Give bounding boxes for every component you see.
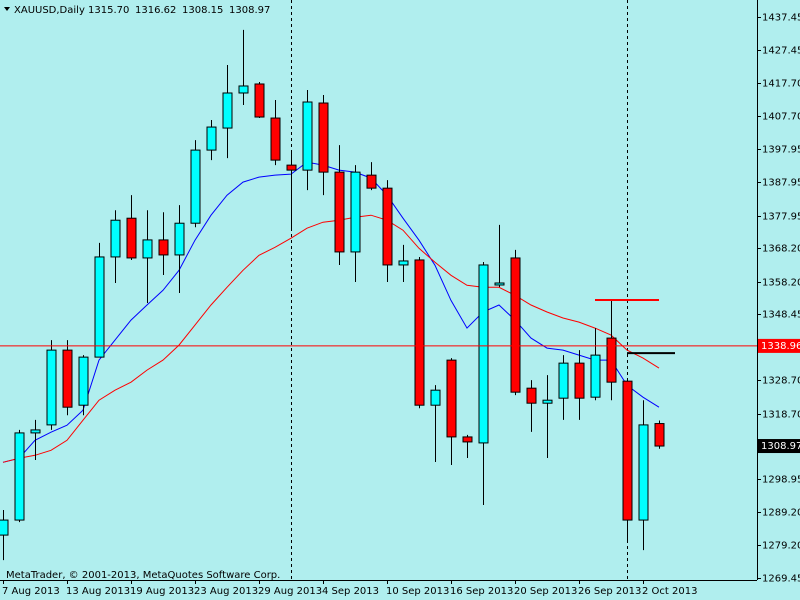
y-tick-label: 1437.45 bbox=[762, 13, 800, 24]
candle-body bbox=[494, 282, 505, 286]
y-tick-label: 1328.70 bbox=[762, 376, 800, 387]
candle-body bbox=[174, 222, 185, 256]
price-line-label-box bbox=[758, 338, 800, 353]
candle-body bbox=[302, 101, 313, 171]
x-tick-label: 2 Oct 2013 bbox=[642, 586, 697, 597]
y-tick-label: 1397.95 bbox=[762, 145, 800, 156]
candle-body bbox=[238, 85, 249, 94]
header-low: 1308.15 bbox=[182, 5, 223, 16]
candle-body bbox=[526, 387, 537, 404]
candle-body bbox=[286, 164, 297, 171]
moving-average bbox=[2, 214, 660, 463]
candle-body bbox=[62, 349, 73, 408]
candle-body bbox=[30, 429, 41, 434]
x-tick-label: 29 Aug 2013 bbox=[258, 586, 322, 597]
header-high: 1316.62 bbox=[135, 5, 176, 16]
y-tick-label: 1387.95 bbox=[762, 178, 800, 189]
candle-body bbox=[574, 362, 585, 399]
y-tick-label: 1417.70 bbox=[762, 79, 800, 90]
candle-body bbox=[158, 239, 169, 256]
candle-body bbox=[558, 362, 569, 399]
candle-body bbox=[14, 432, 25, 521]
candle-body bbox=[190, 149, 201, 224]
candle-body bbox=[414, 259, 425, 406]
y-tick-label: 1377.95 bbox=[762, 212, 800, 223]
candle-body bbox=[270, 117, 281, 161]
candle-body bbox=[542, 399, 553, 404]
candle-body bbox=[398, 260, 409, 266]
candle-body bbox=[478, 264, 489, 444]
candle-body bbox=[590, 354, 601, 398]
x-tick-label: 19 Aug 2013 bbox=[130, 586, 194, 597]
y-tick-label: 1279.20 bbox=[762, 541, 800, 552]
y-tick-label: 1358.20 bbox=[762, 278, 800, 289]
candle-body bbox=[350, 171, 361, 253]
candle-body bbox=[606, 337, 617, 383]
candle-body bbox=[622, 380, 633, 521]
candle-body bbox=[382, 187, 393, 266]
candle-body bbox=[110, 219, 121, 258]
candle-body bbox=[462, 436, 473, 443]
bid-label-box bbox=[758, 439, 800, 454]
candle-body bbox=[206, 126, 217, 151]
candle-body bbox=[94, 256, 105, 358]
candle-body bbox=[430, 389, 441, 406]
y-tick-label: 1407.70 bbox=[762, 112, 800, 123]
x-tick-label: 26 Sep 2013 bbox=[578, 586, 641, 597]
x-tick-label: 4 Sep 2013 bbox=[322, 586, 379, 597]
candle-body bbox=[638, 424, 649, 521]
candle-body bbox=[366, 174, 377, 189]
candle-body bbox=[510, 257, 521, 393]
bid-label: 1308.97 bbox=[761, 441, 800, 452]
y-tick-label: 1348.45 bbox=[762, 310, 800, 321]
price-line-label: 1338.96 bbox=[761, 341, 800, 352]
candle-body bbox=[446, 359, 457, 438]
x-tick-label: 10 Sep 2013 bbox=[386, 586, 449, 597]
candle-body bbox=[654, 423, 665, 447]
x-tick-label: 23 Aug 2013 bbox=[194, 586, 258, 597]
y-tick-label: 1298.95 bbox=[762, 475, 800, 486]
candle-body bbox=[126, 217, 137, 259]
header-open: 1315.70 bbox=[88, 5, 129, 16]
y-tick-label: 1368.20 bbox=[762, 244, 800, 255]
candle-body bbox=[46, 349, 57, 426]
symbol: XAUUSD,Daily bbox=[14, 5, 85, 16]
candle-body bbox=[0, 519, 9, 536]
candle-body bbox=[78, 356, 89, 406]
header-arrow bbox=[4, 7, 10, 11]
x-tick-label: 20 Sep 2013 bbox=[514, 586, 577, 597]
copyright: MetaTrader, © 2001-2013, MetaQuotes Soft… bbox=[6, 570, 280, 581]
y-tick-label: 1269.45 bbox=[762, 574, 800, 585]
x-tick-label: 16 Sep 2013 bbox=[450, 586, 513, 597]
candle-body bbox=[142, 239, 153, 259]
candle-body bbox=[254, 83, 265, 118]
moving-average bbox=[2, 161, 660, 463]
header-close: 1308.97 bbox=[229, 5, 270, 16]
candle-body bbox=[222, 92, 233, 129]
candle-body bbox=[334, 171, 345, 253]
plot-layer bbox=[0, 0, 675, 580]
candle-body bbox=[318, 102, 329, 173]
x-tick-label: 7 Aug 2013 bbox=[2, 586, 60, 597]
y-tick-label: 1427.45 bbox=[762, 46, 800, 57]
y-tick-label: 1289.20 bbox=[762, 508, 800, 519]
x-tick-label: 13 Aug 2013 bbox=[66, 586, 130, 597]
y-tick-label: 1318.70 bbox=[762, 410, 800, 421]
